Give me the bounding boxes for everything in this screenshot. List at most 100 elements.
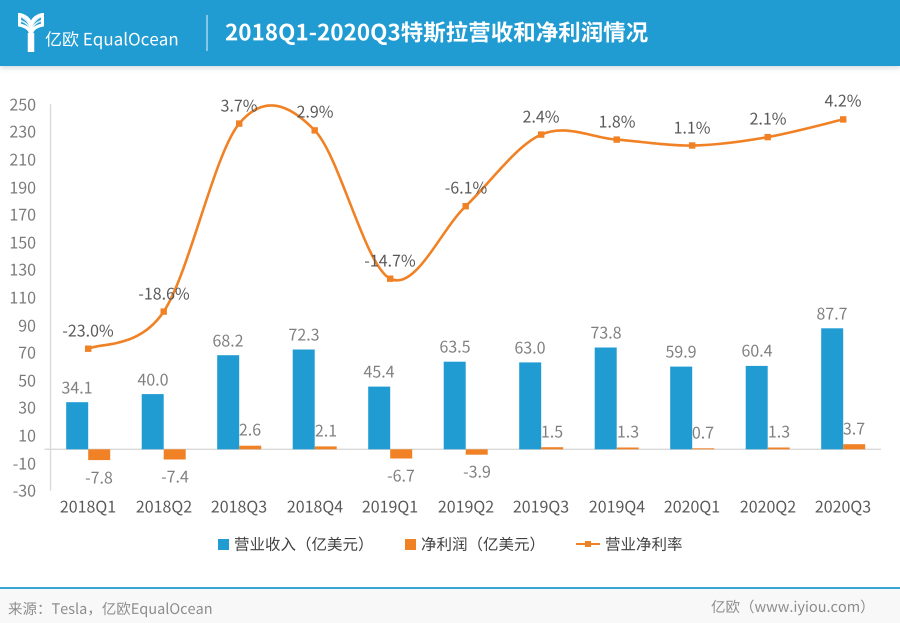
legend-swatch-icon <box>404 538 416 550</box>
margin-line-marker <box>387 275 394 282</box>
vector-text <box>590 326 621 339</box>
vector-text <box>463 465 490 478</box>
vector-text <box>211 500 267 516</box>
legend-label <box>605 533 683 555</box>
vector-text <box>388 469 415 482</box>
header-bar <box>0 0 900 66</box>
y-tick-label <box>18 341 36 364</box>
margin-point-label <box>674 116 711 139</box>
vector-text <box>239 423 261 436</box>
source-note <box>8 598 213 619</box>
x-tick-label <box>362 495 418 518</box>
profit-bar <box>465 449 488 455</box>
vector-text <box>515 341 545 354</box>
vector-text <box>749 112 786 125</box>
vector-text <box>740 500 795 516</box>
margin-line-marker <box>160 308 167 315</box>
revenue-bar <box>66 402 89 450</box>
vector-text <box>137 373 168 386</box>
profit-bar <box>616 447 639 450</box>
vector-text <box>365 254 416 267</box>
legend-item <box>575 533 683 555</box>
revenue-bar <box>821 328 844 450</box>
y-tick-label <box>9 286 36 309</box>
x-tick-label <box>136 495 192 518</box>
y-tick-label <box>13 452 36 475</box>
vector-text <box>617 425 638 438</box>
header-divider <box>206 15 208 51</box>
vector-text <box>815 500 871 516</box>
vector-text <box>362 500 418 516</box>
vector-text <box>10 291 36 304</box>
margin-point-label <box>523 105 560 128</box>
margin-point-label <box>138 282 189 305</box>
vector-text <box>666 345 696 358</box>
vector-text <box>589 500 645 516</box>
vector-text <box>8 601 212 618</box>
x-tick-label <box>287 495 343 518</box>
margin-point-label <box>598 110 635 133</box>
vector-text <box>86 471 113 484</box>
x-tick-label <box>740 495 796 518</box>
vector-text <box>18 346 36 359</box>
profit-bar <box>843 444 866 450</box>
x-tick-label <box>513 495 569 518</box>
vector-text <box>10 98 36 111</box>
vector-text <box>768 425 789 438</box>
revenue-bar <box>670 366 693 450</box>
revenue-bar-label <box>363 360 395 383</box>
vector-text <box>63 324 114 337</box>
vector-text <box>60 500 116 516</box>
margin-line-marker <box>764 133 771 141</box>
legend-item <box>404 533 545 555</box>
plot-area <box>44 104 881 491</box>
vector-text <box>843 422 865 435</box>
vector-text <box>288 328 319 341</box>
profit-bar-label <box>85 466 113 489</box>
vector-text <box>10 263 36 277</box>
vector-text <box>10 125 36 139</box>
y-tick-label <box>9 258 36 281</box>
vector-text <box>445 181 487 194</box>
margin-point-label <box>296 100 333 123</box>
vector-text <box>287 500 343 516</box>
vector-text <box>692 426 714 439</box>
revenue-bar-label <box>817 302 848 325</box>
vector-text <box>542 425 563 438</box>
profit-bar-label <box>239 418 261 441</box>
revenue-bar <box>519 362 542 450</box>
profit-bar-label <box>387 464 415 487</box>
vector-text <box>296 105 333 119</box>
vector-text <box>18 374 36 387</box>
profit-bar-label <box>768 420 790 443</box>
legend-item <box>218 533 374 555</box>
revenue-bar-label <box>515 336 546 359</box>
vector-text <box>136 500 192 516</box>
revenue-bar-label <box>666 340 697 363</box>
revenue-bar-label <box>62 376 93 399</box>
margin-line-marker <box>689 142 696 149</box>
legend-label <box>234 533 374 555</box>
legend-line-marker-icon <box>575 539 600 550</box>
y-tick-label <box>9 148 36 171</box>
vector-text <box>13 457 36 470</box>
revenue-bar <box>292 349 315 450</box>
revenue-bar-label <box>741 339 772 362</box>
revenue-bar-label <box>439 335 470 358</box>
y-tick-label <box>9 93 36 116</box>
vector-text <box>664 500 720 516</box>
vector-text <box>315 424 336 437</box>
vector-text <box>440 340 470 353</box>
vector-text <box>10 181 36 194</box>
profit-bar <box>692 448 715 450</box>
margin-line-marker <box>85 345 92 352</box>
vector-text <box>742 345 772 358</box>
margin-line-marker <box>311 127 318 134</box>
x-tick-label <box>211 495 267 518</box>
margin-line-marker <box>613 136 620 143</box>
x-tick-label <box>60 495 116 518</box>
equalocean-y-logo-icon <box>18 13 44 52</box>
x-tick-label <box>589 495 645 518</box>
profit-bar <box>163 449 186 460</box>
